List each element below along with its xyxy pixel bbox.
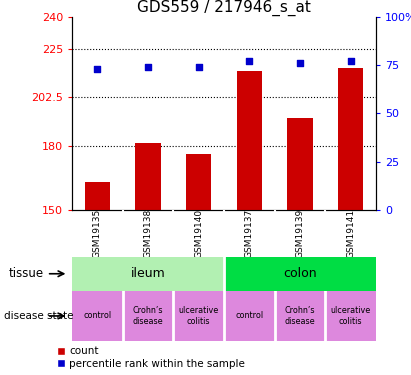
Bar (85, 182, 110, 210)
Point (145, 64, 151, 70)
Bar (237, 70, 262, 210)
Bar (72, 291, 122, 341)
Bar (287, 118, 313, 210)
Text: GSM19141: GSM19141 (346, 209, 355, 258)
Text: control: control (235, 311, 263, 320)
Bar (173, 291, 224, 341)
Bar (72, 257, 224, 291)
Text: colon: colon (283, 267, 317, 280)
Text: ileum: ileum (131, 267, 165, 280)
Text: Crohn’s
disease: Crohn’s disease (285, 306, 315, 326)
Bar (224, 291, 275, 341)
Text: GSM19135: GSM19135 (93, 209, 102, 258)
Text: control: control (83, 311, 111, 320)
Text: ulcerative
colitis: ulcerative colitis (330, 306, 371, 326)
Legend: count, percentile rank within the sample: count, percentile rank within the sample (57, 346, 245, 369)
Bar (186, 154, 211, 210)
Point (195, 64, 202, 70)
Bar (338, 68, 363, 210)
Point (347, 58, 354, 64)
Bar (122, 291, 173, 341)
Bar (224, 257, 376, 291)
Text: GSM19137: GSM19137 (245, 209, 254, 258)
Bar (135, 144, 161, 210)
Text: GSM19139: GSM19139 (296, 209, 305, 258)
Bar (326, 291, 376, 341)
Point (297, 60, 303, 66)
Text: tissue: tissue (8, 267, 43, 280)
Text: Crohn’s
disease: Crohn’s disease (133, 306, 163, 326)
Text: disease state: disease state (4, 311, 74, 321)
Bar (275, 291, 326, 341)
Text: GSM19138: GSM19138 (143, 209, 152, 258)
Point (94, 66, 101, 72)
Point (246, 58, 253, 64)
Text: GSM19140: GSM19140 (194, 209, 203, 258)
Title: GDS559 / 217946_s_at: GDS559 / 217946_s_at (137, 0, 311, 15)
Text: ulcerative
colitis: ulcerative colitis (178, 306, 219, 326)
